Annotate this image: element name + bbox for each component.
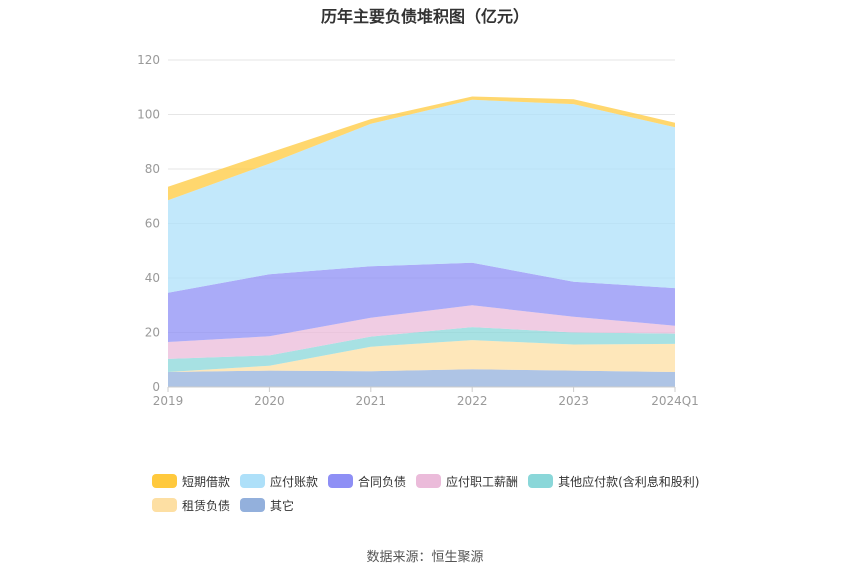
chart-legend: 短期借款 应付账款 合同负债 应付职工薪酬 其他应付款(含利息和股利) 租赁负债 其它 <box>152 472 752 520</box>
y-tick-label: 80 <box>145 162 160 176</box>
legend-item[interactable]: 其它 <box>240 497 294 514</box>
legend-item[interactable]: 应付职工薪酬 <box>416 473 518 490</box>
legend-item[interactable]: 其他应付款(含利息和股利) <box>528 473 699 490</box>
chart-title: 历年主要负债堆积图（亿元） <box>320 7 529 26</box>
legend-row: 短期借款 应付账款 合同负债 应付职工薪酬 其他应付款(含利息和股利) <box>152 472 752 490</box>
legend-swatch <box>240 474 266 488</box>
y-tick-label: 0 <box>152 380 160 394</box>
legend-label: 短期借款 <box>182 474 231 489</box>
area-series <box>168 327 675 372</box>
legend-item[interactable]: 应付账款 <box>240 473 318 490</box>
legend-swatch <box>328 474 354 488</box>
area-series <box>168 340 675 372</box>
legend-swatch <box>240 498 266 512</box>
x-tick-label: 2023 <box>558 394 589 408</box>
legend-swatch <box>416 474 442 488</box>
legend-item[interactable]: 合同负债 <box>328 473 406 490</box>
x-tick-label: 2024Q1 <box>651 394 699 408</box>
area-series <box>168 99 675 293</box>
legend-label: 合同负债 <box>358 474 407 489</box>
legend-row: 租赁负债 其它 <box>152 496 752 514</box>
x-tick-label: 2020 <box>254 394 285 408</box>
legend-item[interactable]: 租赁负债 <box>152 497 230 514</box>
legend-item[interactable]: 短期借款 <box>152 473 230 490</box>
x-tick-label: 2019 <box>153 394 184 408</box>
legend-label: 应付职工薪酬 <box>446 474 519 489</box>
y-tick-label: 120 <box>137 53 160 67</box>
area-series <box>168 369 675 387</box>
y-tick-label: 40 <box>145 271 160 285</box>
area-series <box>168 262 675 342</box>
area-series <box>168 305 675 359</box>
data-source-note: 数据来源：恒生聚源 <box>366 550 484 565</box>
stacked-area-chart: 0 20 40 60 80 100 120 2019 2020 2021 2022 2023 2024Q… <box>137 53 699 408</box>
legend-label: 租赁负债 <box>182 498 231 513</box>
legend-label: 其它 <box>270 498 295 513</box>
x-tick-label: 2022 <box>457 394 488 408</box>
legend-swatch <box>528 474 554 488</box>
legend-swatch <box>152 474 177 488</box>
y-tick-label: 20 <box>145 326 160 340</box>
legend-label: 应付账款 <box>270 474 319 489</box>
y-tick-label: 100 <box>137 108 160 122</box>
x-tick-label: 2021 <box>356 394 387 408</box>
legend-label: 其他应付款(含利息和股利) <box>558 474 700 489</box>
legend-swatch <box>152 498 177 512</box>
y-tick-label: 60 <box>145 217 160 231</box>
